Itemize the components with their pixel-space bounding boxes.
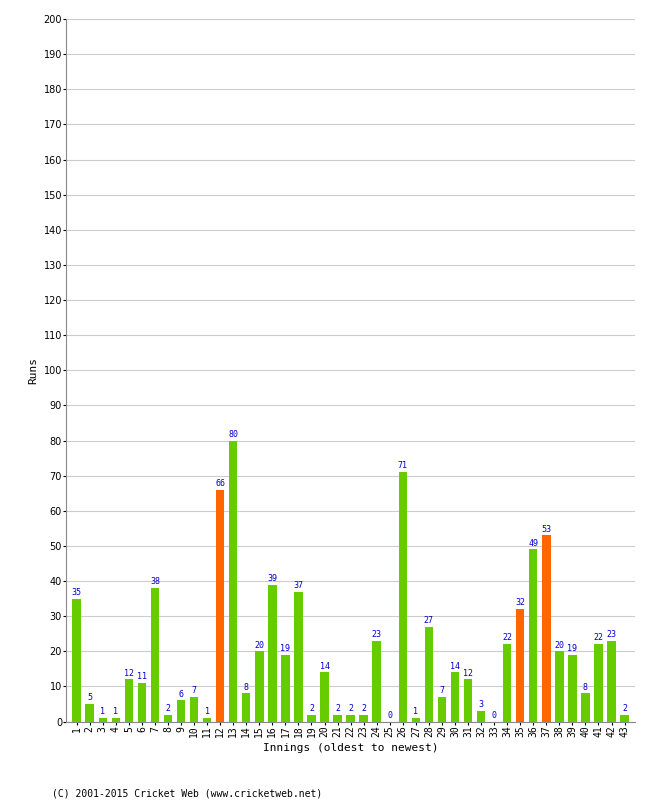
Text: 1: 1 [100,707,105,716]
Bar [607,641,616,722]
Bar [542,535,551,722]
Text: 5: 5 [87,694,92,702]
Text: 27: 27 [424,616,434,625]
Bar [581,694,590,722]
X-axis label: Innings (oldest to newest): Innings (oldest to newest) [263,743,438,753]
Text: 8: 8 [583,682,588,692]
Bar [503,644,512,722]
Text: 19: 19 [280,644,291,653]
Text: 12: 12 [463,669,473,678]
Bar [294,591,303,722]
Text: 1: 1 [113,707,118,716]
Bar [216,490,224,722]
Text: 49: 49 [528,538,538,548]
Text: 1: 1 [205,707,209,716]
Bar [268,585,277,722]
Bar [555,651,564,722]
Bar [242,694,250,722]
Text: 37: 37 [293,581,304,590]
Bar [477,711,486,722]
Text: 66: 66 [215,479,225,488]
Bar [346,714,355,722]
Text: 19: 19 [567,644,577,653]
Bar [568,654,577,722]
Text: 6: 6 [179,690,183,698]
Text: 3: 3 [478,700,484,710]
Bar [85,704,94,722]
Text: 0: 0 [387,711,392,721]
Text: 35: 35 [72,588,82,597]
Text: 23: 23 [372,630,382,639]
Bar [255,651,263,722]
Bar [307,714,316,722]
Bar [620,714,629,722]
Bar [464,679,473,722]
Bar [320,672,329,722]
Bar [333,714,342,722]
Text: 22: 22 [593,634,603,642]
Text: 12: 12 [124,669,134,678]
Text: 2: 2 [166,704,170,713]
Bar [164,714,172,722]
Bar [281,654,290,722]
Text: 80: 80 [228,430,238,438]
Bar [99,718,107,722]
Bar [151,588,159,722]
Text: 71: 71 [398,462,408,470]
Text: 2: 2 [348,704,353,713]
Text: 0: 0 [491,711,497,721]
Bar [529,550,538,722]
Bar [516,609,525,722]
Text: 38: 38 [150,578,160,586]
Text: 22: 22 [502,634,512,642]
Text: 20: 20 [554,641,564,650]
Text: 2: 2 [309,704,314,713]
Text: (C) 2001-2015 Cricket Web (www.cricketweb.net): (C) 2001-2015 Cricket Web (www.cricketwe… [52,788,322,798]
Bar [177,701,185,722]
Text: 2: 2 [622,704,627,713]
Bar [372,641,381,722]
Text: 1: 1 [413,707,419,716]
Text: 2: 2 [335,704,340,713]
Bar [72,598,81,722]
Bar [112,718,120,722]
Text: 11: 11 [137,672,147,681]
Bar [203,718,211,722]
Text: 7: 7 [439,686,445,695]
Text: 8: 8 [244,682,249,692]
Bar [190,697,198,722]
Bar [229,441,237,722]
Bar [411,718,420,722]
Bar [125,679,133,722]
Bar [359,714,368,722]
Text: 32: 32 [515,598,525,607]
Text: 2: 2 [361,704,366,713]
Text: 39: 39 [267,574,278,582]
Text: 23: 23 [606,630,616,639]
Bar [450,672,459,722]
Text: 14: 14 [320,662,330,670]
Bar [594,644,603,722]
Text: 20: 20 [254,641,265,650]
Text: 7: 7 [192,686,196,695]
Bar [398,472,407,722]
Bar [437,697,446,722]
Y-axis label: Runs: Runs [28,357,38,384]
Bar [138,683,146,722]
Text: 14: 14 [450,662,460,670]
Bar [424,626,433,722]
Text: 53: 53 [541,525,551,534]
